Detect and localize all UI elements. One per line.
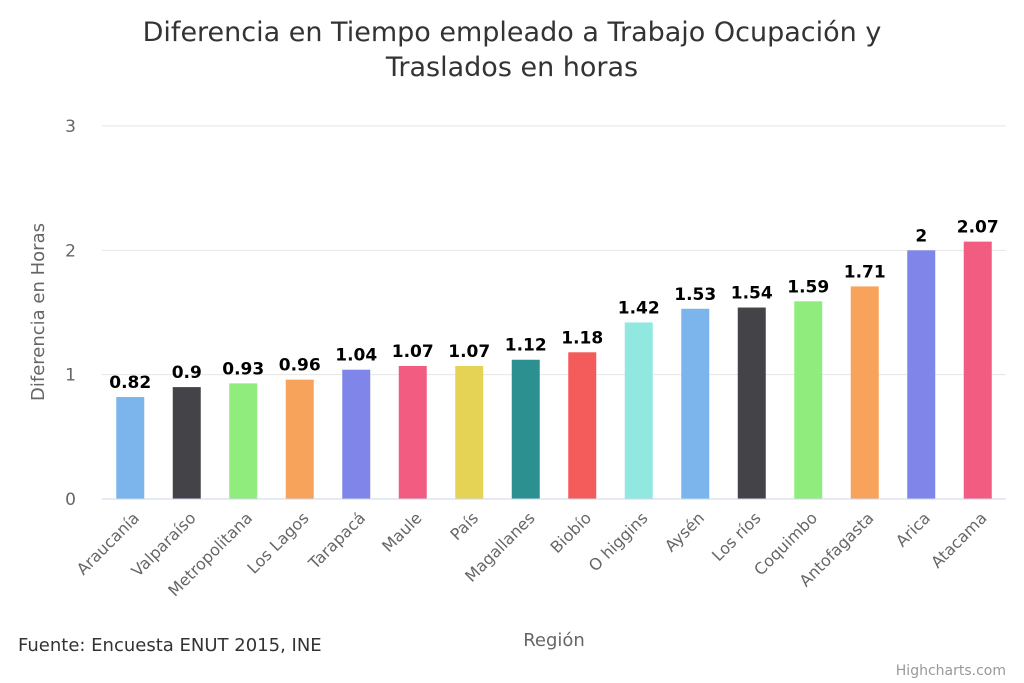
y-tick-label: 3 xyxy=(65,117,76,137)
bar[interactable] xyxy=(455,365,484,499)
data-label: 1.07 xyxy=(392,342,434,362)
bar[interactable] xyxy=(624,322,653,499)
source-caption: Fuente: Encuesta ENUT 2015, INE xyxy=(18,635,322,656)
bar[interactable] xyxy=(229,383,258,499)
bar[interactable] xyxy=(511,359,540,499)
data-label: 1.71 xyxy=(844,262,886,282)
bar[interactable] xyxy=(172,387,201,499)
data-label: 2 xyxy=(915,226,927,246)
bar[interactable] xyxy=(681,308,710,499)
data-label: 1.59 xyxy=(787,277,829,297)
bar[interactable] xyxy=(907,250,936,499)
data-label: 1.07 xyxy=(448,342,490,362)
bar[interactable] xyxy=(850,286,879,499)
data-label: 0.93 xyxy=(222,359,264,379)
data-label: 1.12 xyxy=(505,336,547,356)
data-label: 2.07 xyxy=(957,218,999,238)
bar[interactable] xyxy=(737,307,766,499)
data-label: 1.54 xyxy=(731,284,773,304)
chart-title-line-1: Diferencia en Tiempo empleado a Trabajo … xyxy=(143,17,882,48)
data-label: 1.04 xyxy=(335,346,377,366)
credits-link[interactable]: Highcharts.com xyxy=(896,663,1006,679)
bar-series xyxy=(116,241,992,499)
y-tick-label: 2 xyxy=(65,241,76,261)
y-tick-label: 1 xyxy=(65,366,76,386)
bar[interactable] xyxy=(342,369,371,499)
bar[interactable] xyxy=(794,301,823,499)
bar[interactable] xyxy=(568,352,597,499)
y-axis-title: Diferencia en Horas xyxy=(28,223,49,401)
data-label: 0.9 xyxy=(172,363,202,383)
data-label: 1.53 xyxy=(674,285,716,305)
bar[interactable] xyxy=(116,397,145,499)
bar[interactable] xyxy=(285,379,314,499)
x-axis-title: Región xyxy=(523,630,585,651)
data-labels: 0.82 0.9 0.93 0.96 1.04 1.07 1.07 1.12 1.18 1.42 1… xyxy=(109,218,998,393)
bar[interactable] xyxy=(963,241,992,499)
bar[interactable] xyxy=(398,365,427,499)
data-label: 1.42 xyxy=(618,298,660,318)
chart-title-line-2: Traslados en horas xyxy=(385,52,638,83)
y-tick-label: 0 xyxy=(65,490,76,510)
data-label: 0.82 xyxy=(109,373,151,393)
data-label: 0.96 xyxy=(279,356,321,376)
y-axis-ticks: 0 1 2 3 xyxy=(65,117,76,510)
data-label: 1.18 xyxy=(561,328,603,348)
